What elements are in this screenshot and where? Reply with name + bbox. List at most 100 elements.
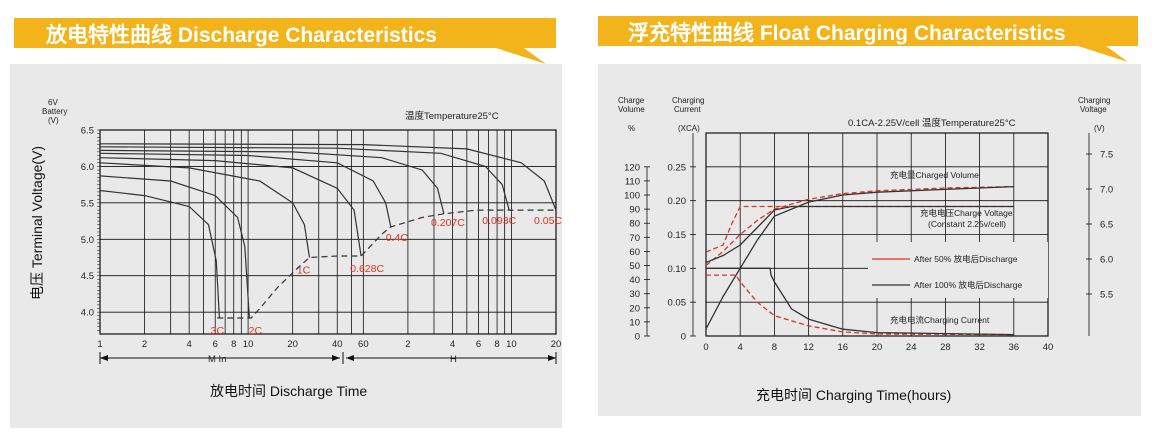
float-current-tick: 0.15 <box>668 230 687 241</box>
float-banner <box>598 16 1138 62</box>
discharge-x-tick-min: 2 <box>142 339 147 350</box>
float-condition: 0.1CA-2.25V/cell 温度Temperature25°C <box>848 117 1016 129</box>
discharge-x-tick-min: 20 <box>287 339 298 350</box>
charged-volume-annotation: 充电量Charged Volume <box>890 170 979 180</box>
float-percent-tick: 10 <box>629 317 640 328</box>
discharge-curve-2C <box>99 175 250 319</box>
discharge-rate-label: 0.093C <box>482 215 516 227</box>
float-x-tick: 24 <box>906 342 917 353</box>
float-curve-100-voltage <box>705 205 1014 264</box>
h-arrow-head-left <box>346 355 354 361</box>
discharge-y-unit-2: Battery <box>42 107 67 116</box>
h-arrow-head-right <box>548 355 556 361</box>
float-x-tick: 40 <box>1043 342 1054 353</box>
float-panel: 浮充特性曲线 Float Charging Characteristics Ch… <box>590 0 1161 446</box>
discharge-x-tick-h: 2 <box>405 339 410 350</box>
discharge-temperature: 温度Temperature25°C <box>405 110 499 122</box>
charging-current-title-3: (XCA) <box>678 124 700 133</box>
float-x-tick: 4 <box>738 342 743 353</box>
float-grid <box>644 132 1092 337</box>
float-percent-tick: 110 <box>625 176 640 187</box>
discharge-x-tick-h: 4 <box>450 339 455 350</box>
discharge-x-tick-min: 4 <box>187 339 192 350</box>
float-x-tick: 28 <box>940 342 951 353</box>
discharge-y-tick: 5.0 <box>81 235 94 246</box>
float-percent-tick: 20 <box>629 303 640 314</box>
discharge-banner-title: 放电特性曲线 Discharge Characteristics <box>45 23 437 47</box>
discharge-curve-0.628C <box>99 157 362 257</box>
float-x-tick: 12 <box>803 342 814 353</box>
discharge-rate-label: 0.4C <box>386 232 409 244</box>
float-curve-50-voltage <box>705 205 1014 253</box>
legend-label-50: After 50% 放电后Discharge <box>914 254 1018 264</box>
float-curve-100-current <box>706 267 1014 336</box>
float-curves <box>705 185 1014 336</box>
float-x-tick: 16 <box>838 342 849 353</box>
float-percent-tick: 60 <box>629 247 640 258</box>
float-curve-100-volume <box>705 185 1014 330</box>
float-percent-tick: 0 <box>635 332 640 343</box>
discharge-x-tick-h: 6 <box>476 339 481 350</box>
discharge-y-title: 电压 Terminal Voltage(V) <box>29 146 45 300</box>
discharge-y-tick: 4.5 <box>81 271 94 282</box>
discharge-y-unit-3: (V) <box>48 116 59 125</box>
charging-current-annotation: 充电电流Charging Current <box>890 315 990 325</box>
min-arrow-head-left <box>100 355 108 361</box>
charging-current-title-1: Charging <box>672 96 704 105</box>
discharge-rate-label: 3C <box>211 325 225 337</box>
float-voltage-tick: 5.5 <box>1100 290 1113 301</box>
float-x-tick: 32 <box>974 342 985 353</box>
discharge-y-tick: 6.0 <box>81 162 94 173</box>
float-voltage-tick: 6.5 <box>1100 220 1113 231</box>
float-x-title: 充电时间 Charging Time(hours) <box>756 387 951 403</box>
float-current-tick: 0.20 <box>668 196 687 207</box>
discharge-x-title: 放电时间 Discharge Time <box>210 383 367 399</box>
discharge-banner <box>14 18 556 64</box>
discharge-curves: 3C 2C 1C 0.628C 0.4C 0.207C 0.093C 0.05C <box>99 143 562 337</box>
float-percent-tick: 80 <box>629 219 640 230</box>
float-banner-title: 浮充特性曲线 Float Charging Characteristics <box>628 21 1066 45</box>
charging-current-title-2: Current <box>674 105 701 114</box>
discharge-x-tick-h: 20 <box>551 339 562 350</box>
charge-voltage-annotation-2: (Constant 2.25v/cell) <box>928 219 1006 229</box>
discharge-x-tick-min: 8 <box>231 339 236 350</box>
discharge-panel: 放电特性曲线 Discharge Characteristics 6V Batt… <box>0 0 570 446</box>
discharge-x-tick-min: 40 <box>332 339 343 350</box>
discharge-panel-bg <box>10 64 562 428</box>
discharge-y-tick: 5.5 <box>81 198 94 209</box>
discharge-tick-labels: 6.5 6.0 5.5 5.0 4.5 4.0 1 2 4 6 8 10 20 40 60 2 4 6 8 10 20 <box>81 126 562 351</box>
float-percent-tick: 70 <box>629 233 640 244</box>
discharge-curve-0.207C <box>99 149 445 214</box>
discharge-rate-label: 0.207C <box>431 217 465 229</box>
discharge-x-tick-h: 8 <box>494 339 499 350</box>
discharge-x-tick-min: 6 <box>213 339 218 350</box>
float-x-tick: 8 <box>772 342 777 353</box>
discharge-rate-label: 0.628C <box>350 263 384 275</box>
min-range-label: M In <box>208 354 226 365</box>
discharge-rate-label: 1C <box>297 265 311 277</box>
discharge-x-tick-min: 60 <box>358 339 369 350</box>
discharge-grid <box>97 129 557 335</box>
charge-volume-title-2: Volume <box>618 105 645 114</box>
float-x-tick: 36 <box>1009 342 1020 353</box>
float-percent-tick: 100 <box>624 191 640 202</box>
charging-voltage-title-2: Voltage <box>1080 105 1107 114</box>
float-voltage-tick: 7.5 <box>1100 150 1113 161</box>
float-voltage-tick: 6.0 <box>1100 255 1113 266</box>
float-current-tick: 0.25 <box>668 162 687 173</box>
charge-volume-title-1: Charge <box>618 96 645 105</box>
float-tick-labels: 0 4 8 12 16 20 24 28 32 36 40 0.25 0.20 0.15 0.10 0.05 0… <box>624 150 1113 354</box>
charge-volume-title-3: % <box>628 124 635 133</box>
discharge-rate-label: 0.05C <box>534 215 562 227</box>
float-x-tick: 20 <box>872 342 883 353</box>
float-percent-tick: 120 <box>624 162 640 173</box>
discharge-chart-svg: 放电特性曲线 Discharge Characteristics 6V Batt… <box>10 18 562 428</box>
float-chart-svg: 浮充特性曲线 Float Charging Characteristics Ch… <box>598 16 1141 416</box>
discharge-curve-0.05C <box>99 143 557 211</box>
float-panel-bg <box>598 64 1141 416</box>
float-curve-50-current <box>706 274 1014 336</box>
float-percent-tick: 30 <box>629 289 640 300</box>
discharge-y-tick: 4.0 <box>81 308 94 319</box>
charging-voltage-title-3: (V) <box>1094 124 1105 133</box>
discharge-y-unit-1: 6V <box>48 98 58 107</box>
